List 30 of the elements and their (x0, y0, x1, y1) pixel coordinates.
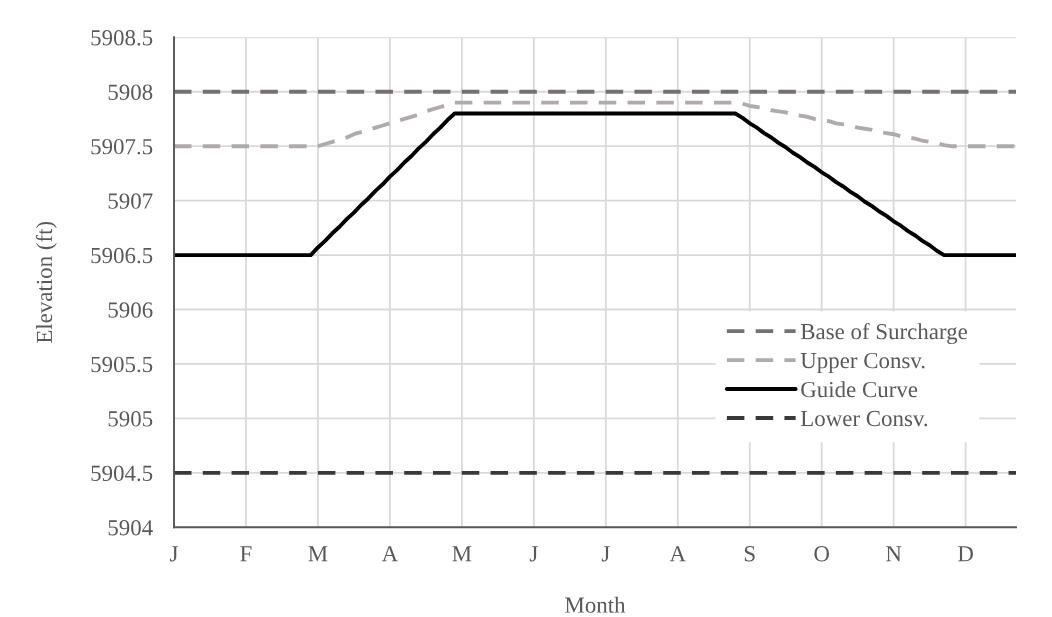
legend-label: Upper Consv. (800, 352, 925, 373)
line-series (174, 100, 1016, 149)
x-tick-label: M (452, 546, 472, 562)
y-tick-label: 5905.5 (91, 356, 153, 373)
x-tick-label: S (744, 546, 755, 562)
x-tick-label: N (886, 546, 902, 562)
y-tick-label: 5907.5 (91, 138, 153, 155)
line-series (174, 111, 1016, 258)
x-tick-label: F (240, 546, 252, 562)
y-tick-label: 5906 (108, 302, 153, 318)
y-tick-label: 5908.5 (91, 30, 153, 46)
legend-label: Guide Curve (801, 381, 918, 398)
x-tick-label: A (669, 546, 686, 562)
y-tick-label: 5904 (108, 520, 153, 536)
x-tick-label: J (601, 546, 610, 562)
y-tick-label: 5904.5 (91, 465, 153, 482)
legend-label: Base of Surcharge (800, 322, 968, 345)
x-tick-label: J (529, 546, 538, 562)
y-tick-label: 5907 (108, 193, 153, 209)
x-tick-label: M (308, 546, 328, 562)
legend-label: Lower Consv. (800, 410, 928, 427)
x-tick-label: A (381, 546, 398, 562)
y-tick-label: 5905 (108, 411, 153, 427)
x-axis-title: Month (565, 596, 626, 613)
x-tick-label: O (814, 546, 830, 562)
y-tick-label: 5908 (108, 84, 153, 100)
y-axis-title: Elevation (ft) (35, 221, 57, 344)
y-tick-label: 5906.5 (91, 247, 153, 264)
x-tick-label: J (170, 546, 178, 562)
x-tick-label: D (958, 546, 973, 562)
